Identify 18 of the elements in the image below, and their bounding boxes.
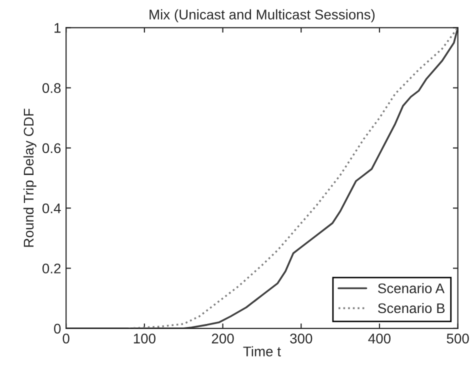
y-tick-label: 0.6	[42, 143, 61, 154]
legend-label: Scenario A	[378, 283, 445, 294]
y-axis-title: Round Trip Delay CDF	[23, 108, 36, 247]
x-tick-label: 500	[446, 334, 469, 344]
y-tick-label: 0.8	[42, 83, 61, 93]
x-tick-label: 100	[134, 334, 156, 344]
line-series	[66, 28, 458, 328]
y-tick-label: 0	[54, 324, 61, 334]
y-tick-label: 0.2	[42, 264, 61, 274]
y-tick-label: 1	[54, 23, 61, 33]
x-axis-title: Time t	[243, 346, 281, 356]
y-tick-label: 0.4	[42, 203, 61, 214]
legend-label: Scenario B	[378, 302, 445, 314]
x-tick-label: 300	[290, 334, 312, 344]
chart-title: Mix (Unicast and Multicast Sessions)	[150, 9, 375, 22]
x-tick-label: 400	[368, 334, 391, 344]
x-tick-label: 0	[62, 334, 70, 344]
x-tick-label: 200	[212, 334, 234, 344]
